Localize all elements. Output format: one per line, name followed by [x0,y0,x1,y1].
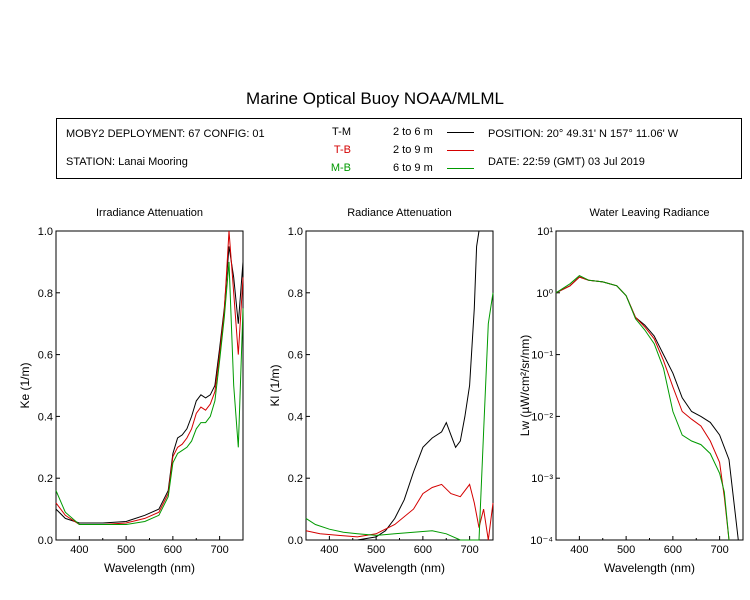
legend-line [447,132,474,133]
x-tick-label: 700 [460,544,478,556]
legend-line [447,168,474,169]
x-tick-label: 600 [664,544,682,556]
y-tick-label: 10⁻¹ [531,350,553,362]
series-line [555,275,730,541]
info-box: MOBY2 DEPLOYMENT: 67 CONFIG: 01 STATION:… [56,118,742,179]
legend-range: 2 to 6 m [393,126,433,138]
x-tick-label: 400 [320,544,338,556]
y-tick-label: 0.6 [288,350,303,362]
y-tick-label: 10⁻³ [531,473,553,485]
plot-frame [305,230,494,541]
series-line [305,292,494,541]
x-tick-label: 700 [210,544,228,556]
chart-title: Radiance Attenuation [347,207,452,219]
y-tick-label: 10¹ [537,226,553,238]
series-line [306,230,480,541]
x-tick-label: 400 [70,544,88,556]
x-axis-label: Wavelength (nm) [604,561,695,575]
y-tick-label: 0.4 [288,411,303,423]
series-line [55,246,244,524]
x-tick-label: 600 [414,544,432,556]
series-line [555,276,730,541]
y-tick-label: 0.0 [38,535,53,547]
y-tick-label: 0.2 [38,473,53,485]
y-axis-label: Lw (µW/cm²/sr/nm) [518,335,532,437]
station-text: STATION: Lanai Mooring [66,156,188,168]
legend-item-tb: T-B 2 to 9 m [57,144,743,158]
y-tick-label: 10⁰ [536,288,553,300]
y-tick-label: 0.4 [38,411,53,423]
x-tick-label: 500 [117,544,135,556]
chart-title: Water Leaving Radiance [589,207,709,219]
series-line [555,276,739,541]
legend-item-mb: M-B 6 to 9 m [57,162,743,176]
series-line [55,230,244,525]
legend-code: T-B [333,144,351,156]
y-tick-label: 1.0 [288,226,303,238]
y-tick-label: 0.8 [38,288,53,300]
y-tick-label: 0.8 [288,288,303,300]
legend-range: 2 to 9 m [393,144,433,156]
page-title: Marine Optical Buoy NOAA/MLML [246,89,504,108]
x-axis-label: Wavelength (nm) [354,561,445,575]
y-tick-label: 0.2 [288,473,303,485]
y-tick-label: 0.6 [38,350,53,362]
legend-code: M-B [330,162,351,174]
position-text: POSITION: 20° 49.31' N 157° 11.06' W [488,128,679,140]
y-axis-label: Ke (1/m) [18,362,32,408]
y-tick-label: 1.0 [38,226,53,238]
y-axis-label: Kl (1/m) [268,364,282,406]
x-tick-label: 500 [367,544,385,556]
x-tick-label: 500 [617,544,635,556]
series-line [305,483,494,541]
y-tick-label: 0.0 [288,535,303,547]
legend-line [447,150,474,151]
legend-range: 6 to 9 m [393,162,433,174]
y-tick-label: 10⁻² [531,411,553,423]
chart-title: Irradiance Attenuation [96,207,203,219]
series-line [55,261,244,525]
date-text: DATE: 22:59 (GMT) 03 Jul 2019 [488,156,645,168]
y-tick-label: 10⁻⁴ [530,535,553,547]
x-tick-label: 600 [164,544,182,556]
x-axis-label: Wavelength (nm) [104,561,195,575]
deployment-text: MOBY2 DEPLOYMENT: 67 CONFIG: 01 [66,128,265,140]
x-tick-label: 400 [570,544,588,556]
legend-item-tm: T-M 2 to 6 m [57,126,743,140]
legend-code: T-M [332,126,351,138]
x-tick-label: 700 [710,544,728,556]
